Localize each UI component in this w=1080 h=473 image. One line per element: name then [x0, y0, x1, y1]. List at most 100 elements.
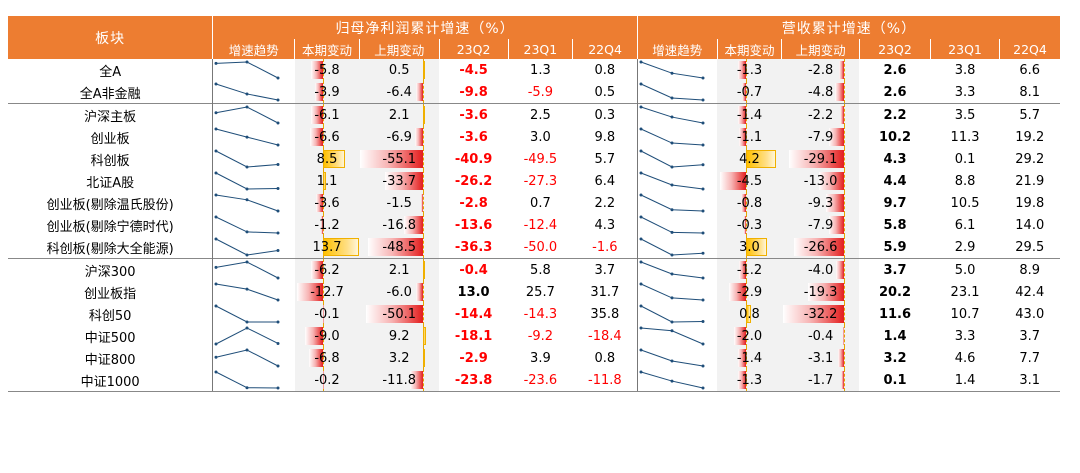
sparkline-point — [245, 326, 249, 330]
bar-value: 3.0 — [739, 239, 760, 255]
bar-axis — [323, 192, 325, 214]
revenue-q4-value: 21.9 — [1015, 173, 1045, 189]
bar-value: -16.8 — [382, 217, 417, 233]
positive-bar — [323, 238, 359, 256]
trend-sparkline — [214, 348, 280, 368]
table-row: 全A -5.8 0.5 -4.5 1.3 0.8 -1.3 -2.8 2.6 3.8 6.6 — [8, 59, 1060, 81]
bar-value: -7.9 — [807, 129, 834, 145]
negative-bar — [309, 349, 324, 367]
sparkline-point — [670, 230, 674, 234]
profit-previous-change: -6.0 — [359, 281, 440, 303]
negative-bar — [409, 371, 424, 389]
bar-axis — [843, 59, 845, 81]
bar-value: -2.9 — [736, 284, 763, 300]
sparkline-point — [639, 171, 643, 175]
sparkline-line — [216, 261, 279, 279]
profit-trend-cell — [212, 281, 295, 303]
profit-subheader-4: 23Q1 — [507, 39, 573, 59]
bar-axis — [843, 325, 845, 347]
sparkline-line — [216, 327, 279, 345]
revenue-subheader-4: 23Q1 — [930, 39, 1000, 59]
negative-bar — [741, 194, 746, 212]
bar-value: 13.7 — [312, 239, 342, 255]
sector-name: 北证A股 — [86, 175, 135, 191]
revenue-q2-value: 0.1 — [859, 369, 931, 392]
sparkline-point — [701, 298, 705, 302]
revenue-q4-value: 43.0 — [1015, 306, 1045, 322]
profit-previous-change: -55.1 — [359, 148, 440, 170]
sparkline-point — [245, 287, 249, 291]
negative-bar — [415, 128, 424, 146]
revenue-trend-cell — [636, 214, 718, 236]
sparkline-point — [670, 141, 674, 145]
sparkline-point — [245, 105, 249, 109]
negative-bar — [807, 283, 844, 301]
bar-axis — [323, 303, 325, 325]
revenue-q2-value: 20.2 — [878, 284, 912, 300]
growth-table: 板块 归母净利润累计增速（%） 营收累计增速（%） 增速趋势 本期变动 上期变动 23… — [8, 16, 1060, 392]
bar-axis — [843, 236, 845, 258]
positive-bar — [323, 150, 346, 168]
negative-bar — [783, 305, 844, 323]
sparkline-point — [214, 111, 218, 115]
sparkline-point — [701, 364, 705, 368]
sparkline-point — [214, 127, 218, 131]
sparkline-point — [670, 359, 674, 363]
sector-name: 中证1000 — [8, 369, 213, 392]
revenue-current-change: -1.2 — [717, 258, 782, 281]
sparkline-point — [214, 265, 218, 269]
positive-bar — [745, 238, 768, 256]
revenue-previous-change: -7.9 — [781, 126, 860, 148]
revenue-current-change: -0.7 — [717, 81, 782, 104]
revenue-q1-value: 3.3 — [954, 84, 976, 100]
sparkline-line — [216, 172, 279, 190]
sector-name: 创业板(剔除温氏股份) — [46, 197, 174, 213]
sparkline-point — [639, 60, 643, 64]
bar-value: -6.0 — [386, 284, 412, 300]
sparkline-point — [214, 370, 218, 374]
bar-axis — [843, 170, 845, 192]
bar-axis — [423, 369, 425, 391]
table-row: 创业板 -6.6 -6.9 -3.6 3.0 9.8 -1.1 -7.9 10.2 11.3 19.… — [8, 126, 1060, 148]
revenue-current-change: -1.4 — [717, 103, 782, 126]
trend-sparkline — [214, 149, 280, 169]
revenue-q2-value: 5.9 — [883, 239, 907, 255]
sector-header: 板块 — [8, 16, 213, 59]
bar-value: -26.6 — [803, 239, 838, 255]
bar-axis — [843, 126, 845, 148]
bar-value: -55.1 — [382, 151, 417, 167]
profit-trend-cell — [212, 369, 295, 392]
sparkline-point — [214, 237, 218, 241]
sparkline-point — [245, 348, 249, 352]
revenue-current-change: -1.3 — [717, 59, 782, 81]
negative-bar — [737, 106, 746, 124]
negative-bar — [384, 172, 424, 190]
profit-subheader-3: 23Q2 — [438, 39, 509, 59]
sector-name: 创业板 — [90, 131, 130, 147]
bar-axis — [323, 214, 325, 236]
bar-value: 2.1 — [388, 107, 410, 123]
revenue-trend-cell — [636, 59, 718, 81]
bar-value: -29.1 — [803, 151, 838, 167]
bar-value: -12.7 — [310, 284, 344, 300]
trend-sparkline — [214, 260, 280, 280]
bar-value: -4.8 — [807, 84, 834, 100]
revenue-q4-value: 19.2 — [1015, 129, 1045, 145]
profit-current-change: -0.2 — [294, 369, 360, 392]
negative-bar — [367, 238, 424, 256]
bar-value: -19.3 — [803, 284, 838, 300]
profit-trend-cell — [212, 148, 295, 170]
bar-value: -32.2 — [803, 306, 838, 322]
table-row: 中证500 -9.0 9.2 -18.1 -9.2 -18.4 -2.0 -0.4 1.4 3.3… — [8, 325, 1060, 347]
negative-bar — [729, 283, 746, 301]
sparkline-point — [701, 163, 705, 167]
profit-q1-value: -14.3 — [523, 306, 558, 322]
sparkline-point — [701, 98, 705, 102]
bar-value: -1.4 — [736, 350, 763, 366]
bar-value: -4.5 — [736, 173, 763, 189]
sparkline-point — [639, 82, 643, 86]
revenue-q4-value: 29.2 — [1015, 151, 1045, 167]
sparkline-point — [276, 231, 280, 235]
bar-axis — [843, 81, 845, 103]
bar-axis — [745, 81, 747, 103]
